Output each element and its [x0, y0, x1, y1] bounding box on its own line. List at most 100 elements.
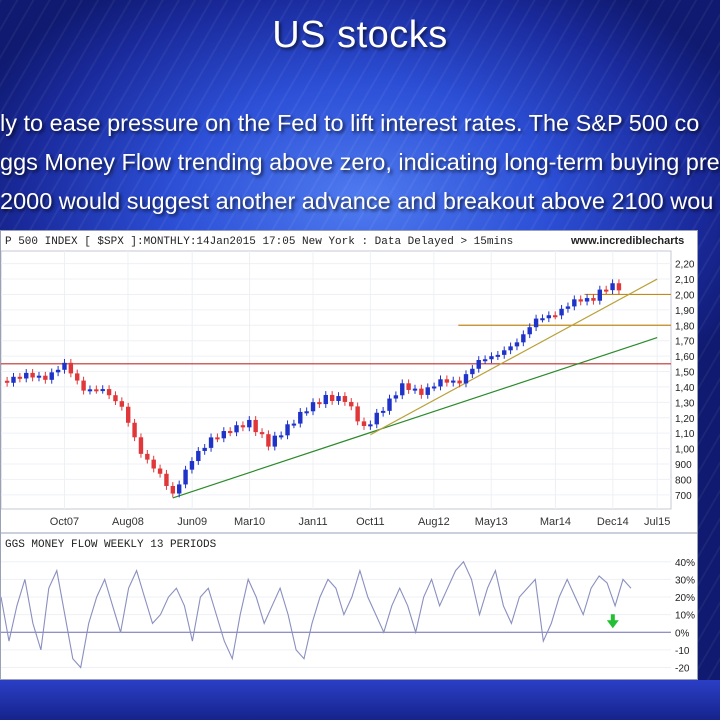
slide-body: ly to ease pressure on the Fed to lift i… — [0, 104, 720, 221]
candle-body — [578, 299, 583, 302]
price-y-tick-label: 1,10 — [675, 429, 695, 440]
money-flow-y-tick-label: -10 — [675, 646, 690, 657]
source-label: www.incrediblecharts — [570, 235, 684, 247]
price-x-tick-label: Jul15 — [644, 516, 670, 528]
candle-body — [208, 437, 214, 448]
candle-body — [151, 459, 156, 469]
money-flow-y-tick-label: -20 — [675, 663, 690, 674]
candle-body — [189, 461, 195, 470]
trendline — [172, 337, 658, 499]
candle-body — [553, 315, 558, 318]
price-y-tick-label: 2,00 — [675, 290, 695, 301]
candle-body — [368, 424, 373, 427]
price-x-tick-label: Oct11 — [356, 516, 385, 528]
price-x-tick-label: Mar14 — [540, 516, 571, 528]
candle-body — [336, 396, 341, 401]
candle-body — [221, 431, 227, 439]
candle-body — [62, 362, 67, 370]
candle-body — [202, 447, 207, 451]
buy-signal-arrow — [606, 614, 619, 629]
price-y-tick-label: 1,30 — [675, 398, 695, 409]
candle-body — [489, 356, 494, 360]
candle-body — [329, 394, 335, 401]
candle-body — [55, 369, 61, 373]
candle-body — [43, 375, 48, 380]
candle-body — [138, 437, 144, 454]
candle-body — [476, 360, 481, 369]
candle-body — [597, 289, 603, 301]
candle-body — [502, 350, 507, 355]
price-y-tick-label: 800 — [675, 475, 692, 486]
price-x-tick-label: Aug08 — [112, 516, 144, 528]
candle-body — [463, 374, 469, 384]
price-y-tick-label: 1,60 — [675, 352, 695, 363]
candle-body — [183, 469, 188, 485]
candle-body — [227, 431, 233, 434]
candle-body — [451, 380, 456, 383]
slide-footer-bar — [0, 680, 720, 720]
price-chart-title: P 500 INDEX [ $SPX ]:MONTHLY:14Jan2015 1… — [5, 236, 513, 248]
candle-body — [106, 389, 112, 396]
money-flow-y-tick-label: 30% — [675, 575, 695, 586]
price-y-tick-label: 1,00 — [675, 445, 695, 456]
candle-body — [68, 362, 74, 374]
candle-body — [87, 389, 93, 392]
candle-body — [361, 421, 367, 427]
money-flow-y-tick-label: 20% — [675, 593, 695, 604]
candle-body — [495, 354, 501, 357]
candle-body — [444, 379, 450, 383]
candle-body — [317, 402, 322, 405]
body-line-2: ggs Money Flow trending above zero, indi… — [0, 149, 720, 175]
price-candles — [4, 279, 622, 498]
slide-title: US stocks — [272, 14, 448, 56]
candle-body — [533, 318, 539, 328]
candle-body — [610, 283, 615, 291]
candle-body — [17, 376, 23, 379]
candle-body — [291, 423, 297, 426]
candle-body — [406, 383, 411, 390]
candle-body — [559, 308, 564, 316]
money-flow-series — [0, 560, 632, 669]
price-plot-frame — [0, 250, 672, 510]
candle-body — [349, 401, 354, 407]
candle-body — [126, 406, 131, 423]
price-x-tick-label: Mar10 — [234, 516, 265, 528]
candle-body — [374, 412, 379, 425]
price-x-tick-label: Oct07 — [50, 516, 79, 528]
candle-body — [387, 398, 392, 411]
candle-body — [310, 402, 316, 412]
candle-body — [342, 396, 348, 402]
money-flow-y-tick-label: 40% — [675, 558, 695, 569]
candle-body — [170, 485, 176, 494]
candle-body — [113, 395, 118, 402]
candle-body — [49, 372, 54, 380]
candle-body — [285, 424, 290, 436]
price-x-tick-label: Aug12 — [418, 516, 450, 528]
candle-body — [81, 380, 86, 391]
money-flow-y-axis: 40% 30% 20% 10% 0% -10 -20 — [675, 558, 695, 675]
price-x-tick-label: May13 — [475, 516, 508, 528]
price-y-axis: 2,20 2,10 2,00 1,90 1,80 1,70 1,60 1,50 1,40 1,30… — [675, 260, 695, 502]
candle-body — [11, 376, 16, 383]
candle-body — [546, 315, 552, 319]
candle-body — [100, 389, 105, 392]
candle-body — [259, 432, 265, 435]
candle-body — [253, 419, 258, 433]
candle-body — [591, 298, 596, 301]
price-x-tick-label: Jan11 — [298, 516, 327, 528]
candle-body — [584, 298, 590, 302]
candle-body — [565, 306, 571, 309]
candle-body — [393, 395, 399, 399]
candle-body — [482, 359, 488, 362]
price-y-tick-label: 700 — [675, 491, 692, 502]
price-y-tick-label: 2,20 — [675, 260, 695, 271]
price-y-tick-label: 1,90 — [675, 306, 695, 317]
candle-body — [119, 401, 125, 407]
candle-body — [419, 388, 424, 395]
candle-body — [540, 318, 545, 321]
candle-body — [94, 389, 99, 392]
candle-body — [240, 425, 246, 428]
candle-body — [164, 473, 169, 486]
price-y-tick-label: 1,50 — [675, 368, 695, 379]
price-y-tick-label: 2,10 — [675, 275, 695, 286]
